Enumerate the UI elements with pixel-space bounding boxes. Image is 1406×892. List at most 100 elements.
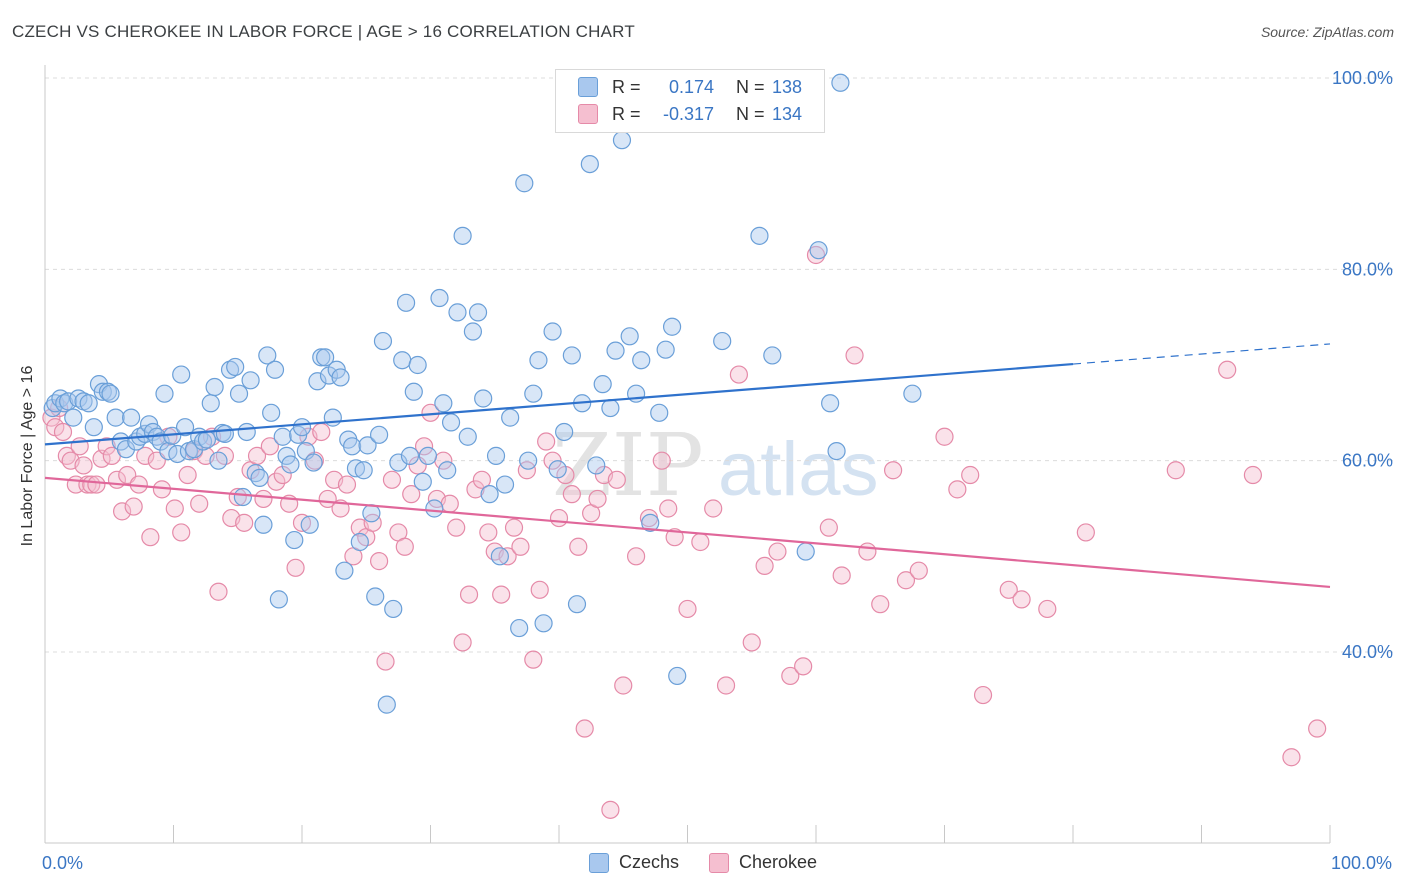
y-tick-label: 80.0%	[1342, 259, 1393, 279]
cherokee-point	[845, 346, 864, 365]
czechs-point	[434, 394, 453, 413]
cherokee-point	[543, 451, 562, 470]
czechs-point	[425, 499, 444, 518]
czechs-point	[215, 424, 234, 443]
czechs-point	[98, 382, 118, 401]
cherokee-point	[479, 523, 498, 542]
legend-label-cherokee: Cherokee	[738, 852, 818, 872]
cherokee-point	[112, 502, 132, 521]
czechs-point	[373, 331, 393, 351]
cherokee-point	[87, 475, 106, 494]
czechs-point	[510, 618, 529, 638]
czechs-point	[269, 590, 288, 609]
cherokee-points	[42, 245, 1327, 819]
cherokee-point	[794, 657, 813, 676]
czechs-point	[400, 446, 420, 465]
r-value: -0.317	[662, 103, 714, 124]
czechs-point	[515, 174, 534, 193]
czechs-point	[258, 346, 277, 365]
y-tick-label: 40.0%	[1342, 642, 1393, 662]
cherokee-point	[1308, 719, 1327, 738]
y-tick-label: 100.0%	[1332, 68, 1393, 88]
czechs-point	[396, 293, 416, 312]
czechs-point	[620, 327, 639, 346]
czechs-point	[524, 384, 543, 403]
czechs-point	[641, 513, 660, 532]
n-value: 138	[772, 76, 803, 97]
czechs-point	[43, 398, 62, 418]
czechs-point	[903, 384, 922, 403]
czechs-point	[209, 451, 228, 470]
cherokee-point	[312, 422, 331, 442]
czechs-point	[370, 425, 389, 444]
czechs-trend-line	[44, 362, 1074, 446]
legend-row-czechs: R = 0.174 N = 138	[578, 75, 802, 99]
czechs-point	[750, 226, 769, 245]
trend-lines	[44, 343, 1331, 589]
czechs-point	[354, 461, 373, 480]
czechs-point	[254, 515, 273, 534]
cherokee-point	[871, 595, 890, 614]
cherokee-point	[209, 582, 228, 601]
cherokee-point	[883, 461, 903, 480]
x-tick-min: 0.0%	[42, 853, 84, 873]
cherokee-point	[498, 547, 517, 566]
cherokee-point	[1038, 599, 1057, 619]
czechs-point	[155, 384, 174, 403]
cherokee-legend-swatch-icon	[708, 852, 729, 873]
stats-legend: R = 0.174 N = 138 R = -0.317 N = 134	[555, 69, 825, 133]
cherokee-point	[286, 558, 305, 577]
czechs-point	[495, 475, 515, 494]
czechs-point	[555, 422, 574, 442]
cherokee-point	[165, 499, 184, 518]
legend-row-cherokee: R = -0.317 N = 134	[578, 102, 802, 126]
czechs-point	[116, 440, 136, 459]
czechs-point	[172, 365, 191, 384]
cherokee-point	[440, 494, 459, 513]
cherokee-point	[228, 487, 247, 507]
cherokee-point	[136, 446, 155, 465]
n-value: 134	[772, 103, 803, 124]
gridlines	[45, 77, 1395, 653]
cherokee-point	[1076, 523, 1095, 542]
cherokee-point	[588, 489, 607, 509]
czechs-point	[567, 595, 587, 614]
x-tick-max: 100.0%	[1330, 853, 1392, 873]
cherokee-point	[755, 556, 774, 576]
czechs-point	[656, 340, 675, 359]
czechs-point	[453, 226, 472, 245]
czechs-point	[262, 403, 281, 422]
czechs-point	[201, 394, 220, 413]
n-label: N =	[736, 76, 765, 97]
czechs-point	[362, 504, 381, 523]
czechs-point	[343, 437, 362, 456]
legend-item-cherokee[interactable]: Cherokee	[708, 852, 818, 873]
czechs-point	[265, 360, 285, 379]
czechs-point	[229, 384, 249, 403]
czechs-point	[796, 542, 815, 561]
cherokee-point	[909, 561, 928, 580]
czechs-point	[358, 436, 377, 455]
watermark: ZIP atlas	[552, 416, 879, 516]
czechs-point	[827, 442, 846, 461]
cherokee-point	[537, 432, 556, 451]
czechs-point	[285, 530, 304, 550]
y-tick-label: 60.0%	[1342, 451, 1393, 471]
cherokee-point	[382, 470, 402, 489]
cherokee-point	[82, 475, 101, 494]
czechs-point	[593, 375, 612, 394]
czechs-point	[241, 371, 260, 390]
legend-item-czechs[interactable]: Czechs	[588, 852, 679, 873]
czechs-point	[587, 456, 606, 475]
cherokee-point	[1012, 590, 1031, 609]
cherokee-point	[569, 537, 588, 556]
czechs-point	[463, 322, 483, 341]
czechs-point	[809, 241, 828, 260]
cherokee-point	[172, 523, 191, 542]
cherokee-point	[235, 513, 254, 532]
czechs-point	[106, 408, 125, 427]
cherokee-point	[376, 652, 395, 671]
cherokee-point	[337, 475, 357, 494]
cherokee-point	[704, 499, 723, 518]
